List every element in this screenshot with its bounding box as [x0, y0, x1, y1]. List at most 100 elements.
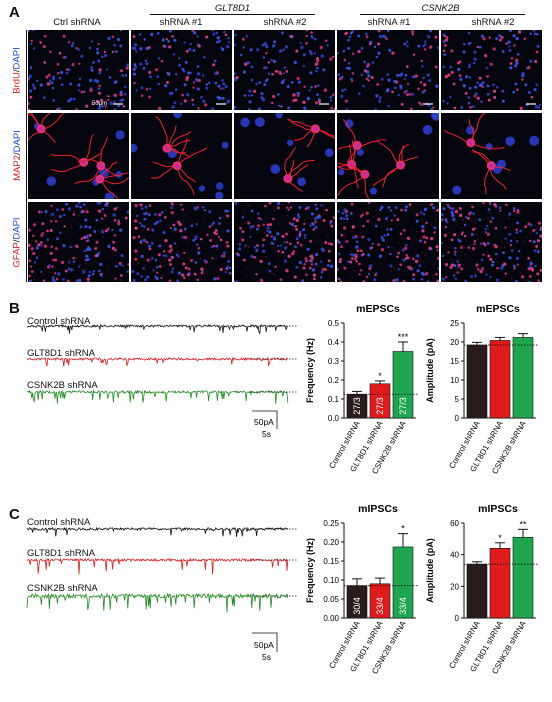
scale-time-b: 5s [262, 429, 271, 439]
micrograph-tile [28, 30, 129, 110]
trace-label-csnk2b-c: CSNK2B shRNA [27, 583, 98, 594]
bar-n-label: 33/4 [375, 597, 385, 615]
micrograph-image [234, 30, 335, 110]
y-tick-label: 25 [450, 319, 459, 328]
micrograph-tile [337, 30, 439, 110]
trace-csnk2b-c [26, 592, 289, 613]
micrograph-tile [28, 202, 129, 282]
trace-label-control-c: Control shRNA [27, 517, 91, 528]
scale-amp-c: 50pA [254, 640, 274, 650]
trace-label-control-b: Control shRNA [27, 316, 91, 327]
micrograph-image [337, 202, 439, 282]
y-tick-label: 0.20 [323, 538, 339, 547]
y-tick-label: 0.3 [328, 357, 340, 366]
y-tick-label: 60 [450, 519, 459, 528]
row-label-gfap-dapi: GFAP/DAPI [11, 216, 23, 268]
panel-label-a: A [9, 4, 20, 21]
trace-control-b [26, 323, 288, 335]
micrograph-image [441, 202, 542, 282]
row-label-brdu-dapi: BrdU/DAPI [11, 46, 23, 94]
chart-title: mIPSCs [358, 503, 398, 515]
bar-n-label: 30/4 [352, 597, 362, 615]
micrograph-tile [441, 202, 542, 282]
significance-marker: *** [398, 332, 409, 342]
chart-title: mEPSCs [476, 303, 520, 315]
scalebar-label: 50μm [92, 101, 108, 107]
y-axis-label: Amplitude (pA) [425, 338, 435, 403]
y-tick-label: 0.2 [328, 376, 340, 385]
y-tick-label: 0.15 [323, 557, 339, 566]
micrograph-tile [234, 113, 335, 199]
group-underline-csnk2b [360, 14, 525, 15]
column-header-csnk2b-1: shRNA #1 [367, 17, 411, 28]
scale-bar-c [252, 632, 278, 652]
bar [466, 563, 488, 619]
scale-amp-b: 50pA [254, 417, 274, 427]
micrograph-image [337, 113, 439, 199]
micrograph-tile [234, 202, 335, 282]
trace-label-csnk2b-b: CSNK2B shRNA [27, 380, 98, 391]
column-header-csnk2b-2: shRNA #2 [471, 17, 515, 28]
significance-marker: ** [519, 519, 527, 529]
traces-panel-b: 50pA 5s [26, 323, 298, 439]
micrograph-image [28, 202, 129, 282]
trace-csnk2b-b [26, 389, 289, 404]
micrograph-tile [337, 113, 439, 199]
column-header-ctrl: Ctrl shRNA [53, 17, 101, 28]
y-tick-label: 0.05 [323, 595, 339, 604]
row-label-divider [26, 30, 27, 282]
micrograph-image [442, 30, 542, 110]
y-tick-label: 0.0 [328, 414, 340, 423]
group-underline-glt8d1 [150, 14, 315, 15]
panel-label-c: C [9, 506, 20, 523]
traces-panel-c: 50pA 5s [26, 526, 298, 662]
y-tick-label: 0 [455, 414, 460, 423]
bar-n-label: 27/3 [398, 397, 408, 415]
micrograph-image [28, 30, 129, 110]
y-axis-label: Frequency (Hz) [305, 538, 315, 603]
bar [466, 344, 488, 419]
trace-label-glt8d1-c: GLT8D1 shRNA [27, 548, 95, 559]
y-tick-label: 5 [455, 395, 460, 404]
y-tick-label: 0.10 [323, 576, 339, 585]
bar [392, 546, 414, 619]
y-tick-label: 40 [450, 551, 459, 560]
y-tick-label: 0.4 [328, 338, 340, 347]
bar [489, 340, 511, 419]
micrograph-image [131, 113, 229, 199]
bar [489, 548, 511, 619]
micrograph-tile [131, 30, 232, 110]
trace-glt8d1-c [26, 557, 289, 575]
chart-title: mIPSCs [478, 503, 518, 515]
column-header-glt8d1-2: shRNA #2 [263, 17, 307, 28]
chart-mepsc-frequency: mEPSCs Frequency (Hz) 0.0 0.1 0.2 0.3 0.4 0.5 27… [305, 303, 419, 476]
trace-glt8d1-b [26, 356, 288, 367]
chart-mipsc-frequency: mIPSCs Frequency (Hz) 0.00 0.05 0.10 0.15 0.20… [305, 503, 419, 676]
micrograph-image [337, 30, 439, 110]
micrograph-tile [234, 30, 335, 110]
bar-n-label: 27/3 [352, 397, 362, 415]
micrograph-image [240, 113, 335, 193]
row-label-map2-dapi: MAP2/DAPI [11, 130, 23, 181]
y-axis-label: Frequency (Hz) [305, 338, 315, 403]
micrograph-image [234, 202, 335, 282]
micrograph-tile [337, 202, 439, 282]
y-tick-label: 0.25 [323, 519, 339, 528]
y-tick-label: 0.5 [328, 319, 340, 328]
trace-control-c [26, 526, 289, 537]
y-tick-label: 0.1 [328, 395, 340, 404]
group-label-csnk2b: CSNK2B [421, 3, 460, 14]
micrograph-image [131, 202, 232, 282]
micrograph-image [28, 113, 129, 199]
column-header-glt8d1-1: shRNA #1 [159, 17, 203, 28]
micrograph-tile [441, 30, 542, 110]
group-label-glt8d1: GLT8D1 [214, 3, 251, 14]
bar-n-label: 27/3 [375, 397, 385, 415]
y-tick-label: 0 [455, 614, 460, 623]
scale-time-c: 5s [262, 652, 271, 662]
y-axis-label: Amplitude (pA) [425, 538, 435, 603]
micrograph-tile [28, 113, 129, 199]
significance-marker: * [378, 371, 382, 381]
